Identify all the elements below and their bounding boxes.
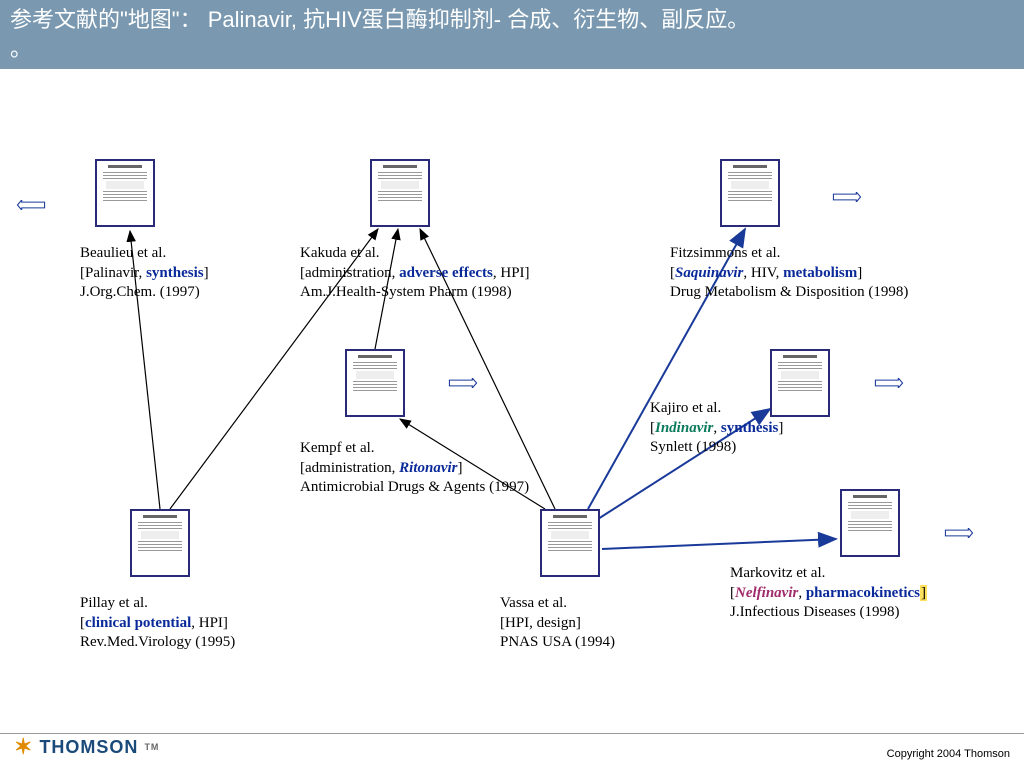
- ref-author: Beaulieu et al.: [80, 245, 166, 261]
- ref-tags: [Nelfinavir, pharmacokinetics]: [730, 585, 927, 601]
- doc-thumb-kempf[interactable]: [345, 349, 405, 417]
- thomson-logo: ✶ THOMSON TM: [14, 734, 159, 760]
- ref-journal: J.Infectious Diseases (1998): [730, 604, 900, 620]
- keyword: metabolism: [783, 265, 857, 281]
- doc-thumb-vassa[interactable]: [540, 509, 600, 577]
- ref-kajiro: Kajiro et al. [Indinavir, synthesis] Syn…: [650, 399, 783, 458]
- keyword: Ritonavir: [399, 460, 457, 476]
- nav-arrow-right[interactable]: [940, 525, 978, 535]
- header-line1: 参考文献的"地图"： Palinavir, 抗HIV蛋白酶抑制剂- 合成、衍生物…: [10, 7, 749, 32]
- ref-author: Kakuda et al.: [300, 245, 380, 261]
- ref-journal: PNAS USA (1994): [500, 634, 615, 650]
- ref-author: Vassa et al.: [500, 595, 567, 611]
- ref-vassa: Vassa et al. [HPI, design] PNAS USA (199…: [500, 594, 615, 653]
- ref-tags: [Indinavir, synthesis]: [650, 420, 783, 436]
- ref-journal: Drug Metabolism & Disposition (1998): [670, 284, 908, 300]
- nav-arrow-right[interactable]: [828, 189, 866, 199]
- keyword: Indinavir: [655, 420, 713, 436]
- keyword: pharmacokinetics: [806, 585, 920, 601]
- keyword: Nelfinavir: [735, 585, 798, 601]
- ref-author: Kajiro et al.: [650, 400, 721, 416]
- ref-author: Pillay et al.: [80, 595, 148, 611]
- diagram-canvas: Beaulieu et al. [Palinavir, synthesis] J…: [0, 69, 1024, 729]
- ref-markovitz: Markovitz et al. [Nelfinavir, pharmacoki…: [730, 564, 927, 623]
- ref-tags: [administration, Ritonavir]: [300, 460, 463, 476]
- doc-thumb-pillay[interactable]: [130, 509, 190, 577]
- ref-tags: [Saquinavir, HIV, metabolism]: [670, 265, 862, 281]
- ref-pillay: Pillay et al. [clinical potential, HPI] …: [80, 594, 235, 653]
- ref-journal: Rev.Med.Virology (1995): [80, 634, 235, 650]
- logo-text: THOMSON: [39, 737, 138, 758]
- logo-star-icon: ✶: [14, 734, 33, 760]
- ref-journal: Antimicrobial Drugs & Agents (1997): [300, 479, 529, 495]
- ref-tags: [Palinavir, synthesis]: [80, 265, 209, 281]
- ref-journal: Am.J.Health-System Pharm (1998): [300, 284, 512, 300]
- highlight: ]: [920, 585, 927, 601]
- ref-kempf: Kempf et al. [administration, Ritonavir]…: [300, 439, 529, 498]
- nav-arrow-right[interactable]: [870, 375, 908, 385]
- copyright-text: Copyright 2004 Thomson: [887, 748, 1010, 760]
- slide-header: 参考文献的"地图"： Palinavir, 抗HIV蛋白酶抑制剂- 合成、衍生物…: [0, 0, 1024, 69]
- trademark-icon: TM: [144, 742, 159, 752]
- edge-vassa-markovitz: [602, 539, 836, 549]
- nav-arrow-right[interactable]: [444, 375, 482, 385]
- ref-tags: [clinical potential, HPI]: [80, 615, 228, 631]
- ref-journal: J.Org.Chem. (1997): [80, 284, 200, 300]
- keyword: adverse effects: [399, 265, 493, 281]
- ref-journal: Synlett (1998): [650, 439, 736, 455]
- doc-thumb-beaulieu[interactable]: [95, 159, 155, 227]
- keyword: Saquinavir: [675, 265, 743, 281]
- ref-tags: [administration, adverse effects, HPI]: [300, 265, 530, 281]
- doc-thumb-markovitz[interactable]: [840, 489, 900, 557]
- ref-kakuda: Kakuda et al. [administration, adverse e…: [300, 244, 530, 303]
- ref-author: Fitzsimmons et al.: [670, 245, 780, 261]
- keyword: clinical potential: [85, 615, 191, 631]
- slide-footer: ✶ THOMSON TM Copyright 2004 Thomson: [0, 733, 1024, 764]
- ref-author: Markovitz et al.: [730, 565, 825, 581]
- ref-beaulieu: Beaulieu et al. [Palinavir, synthesis] J…: [80, 244, 209, 303]
- ref-fitzsimmons: Fitzsimmons et al. [Saquinavir, HIV, met…: [670, 244, 908, 303]
- nav-arrow-left[interactable]: [12, 197, 50, 207]
- doc-thumb-kakuda[interactable]: [370, 159, 430, 227]
- ref-author: Kempf et al.: [300, 440, 375, 456]
- keyword: synthesis: [146, 265, 204, 281]
- ref-tags: [HPI, design]: [500, 615, 581, 631]
- keyword: synthesis: [721, 420, 779, 436]
- header-line2: 。: [10, 36, 32, 61]
- doc-thumb-fitzsimmons[interactable]: [720, 159, 780, 227]
